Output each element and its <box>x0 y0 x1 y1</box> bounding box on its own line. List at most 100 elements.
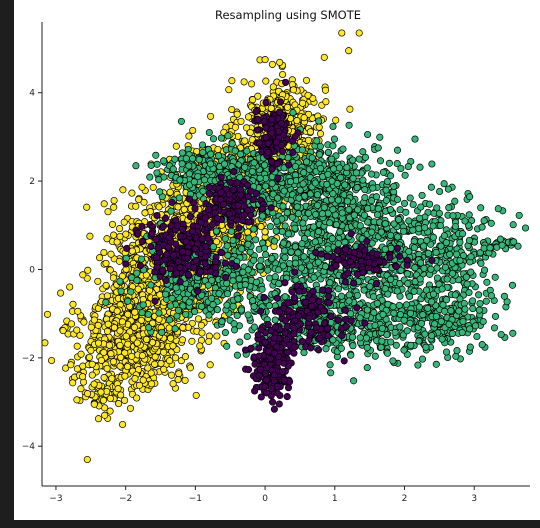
data-point <box>59 327 67 335</box>
data-point <box>343 163 351 172</box>
data-point <box>215 290 223 298</box>
data-point <box>181 353 189 361</box>
data-point <box>217 134 225 142</box>
data-point <box>465 211 473 219</box>
data-point <box>304 209 313 217</box>
data-point <box>266 222 274 231</box>
data-point <box>268 179 276 188</box>
data-point <box>315 117 323 125</box>
data-point <box>483 278 491 286</box>
data-point <box>406 292 414 301</box>
data-point <box>155 315 163 323</box>
data-point <box>218 318 226 326</box>
data-point <box>138 309 146 317</box>
data-point <box>355 155 363 163</box>
data-point <box>286 178 295 186</box>
data-point <box>317 164 325 173</box>
data-point <box>223 301 231 309</box>
data-point <box>311 238 319 246</box>
data-point <box>106 407 114 415</box>
data-point <box>467 253 475 261</box>
data-point <box>329 190 337 198</box>
data-point <box>330 135 338 143</box>
data-point <box>182 154 190 163</box>
data-point <box>166 357 174 365</box>
data-point <box>94 415 103 423</box>
data-point <box>274 194 282 202</box>
data-point <box>131 375 139 383</box>
data-point <box>138 352 147 360</box>
data-point <box>280 247 289 255</box>
data-point <box>243 147 251 155</box>
data-point <box>306 262 314 270</box>
data-point <box>145 324 153 332</box>
data-point <box>298 146 306 154</box>
data-point <box>302 76 311 84</box>
data-point <box>258 212 267 220</box>
data-point <box>284 154 292 162</box>
points-layer <box>41 29 530 464</box>
data-point <box>116 232 124 241</box>
data-point <box>115 400 123 408</box>
data-point <box>346 105 354 113</box>
data-point <box>300 114 308 122</box>
data-point <box>104 320 112 328</box>
data-point <box>313 137 321 145</box>
data-point <box>172 284 180 292</box>
data-point <box>100 348 108 357</box>
data-point <box>102 298 110 306</box>
data-point <box>326 219 334 227</box>
data-point <box>337 174 345 182</box>
data-point <box>261 228 269 236</box>
data-point <box>382 196 390 204</box>
data-point <box>304 136 313 144</box>
data-point <box>338 209 346 217</box>
data-point <box>361 186 369 194</box>
data-point <box>376 133 384 141</box>
data-point <box>437 242 445 250</box>
data-point <box>368 170 376 178</box>
data-point <box>313 201 322 209</box>
data-point <box>386 206 394 214</box>
data-point <box>241 163 249 171</box>
data-point <box>141 209 149 217</box>
data-point <box>221 235 229 243</box>
data-point <box>329 142 337 150</box>
data-point <box>174 203 182 211</box>
data-point <box>168 371 176 379</box>
data-point <box>165 324 173 332</box>
data-point <box>118 318 126 326</box>
data-point <box>426 200 434 208</box>
data-point <box>268 254 276 263</box>
data-point <box>156 188 164 196</box>
data-point <box>291 162 300 171</box>
chart-title: Resampling using SMOTE <box>215 8 361 22</box>
data-point <box>235 275 243 283</box>
data-point <box>41 339 49 347</box>
data-point <box>162 290 170 298</box>
data-point <box>189 126 197 135</box>
data-point <box>487 219 495 227</box>
data-point <box>171 354 180 362</box>
data-point <box>90 400 98 408</box>
data-point <box>406 194 414 202</box>
data-point <box>250 256 258 264</box>
data-point <box>94 339 103 347</box>
data-point <box>124 340 132 348</box>
data-point <box>167 302 175 310</box>
data-point <box>345 47 353 55</box>
data-point <box>96 254 104 262</box>
data-point <box>182 310 190 318</box>
figure: Resampling using SMOTE −3 −2 −1 0 1 2 3 −4 −2 0 2 4 <box>14 0 540 520</box>
data-point <box>291 243 299 251</box>
data-point <box>144 364 152 372</box>
data-point <box>165 316 174 324</box>
data-point <box>459 230 467 238</box>
data-point <box>131 308 139 316</box>
data-point <box>276 58 284 66</box>
data-point <box>316 150 324 159</box>
data-point <box>212 227 221 235</box>
data-point <box>148 380 156 388</box>
data-point <box>260 244 269 252</box>
data-point <box>100 200 108 208</box>
